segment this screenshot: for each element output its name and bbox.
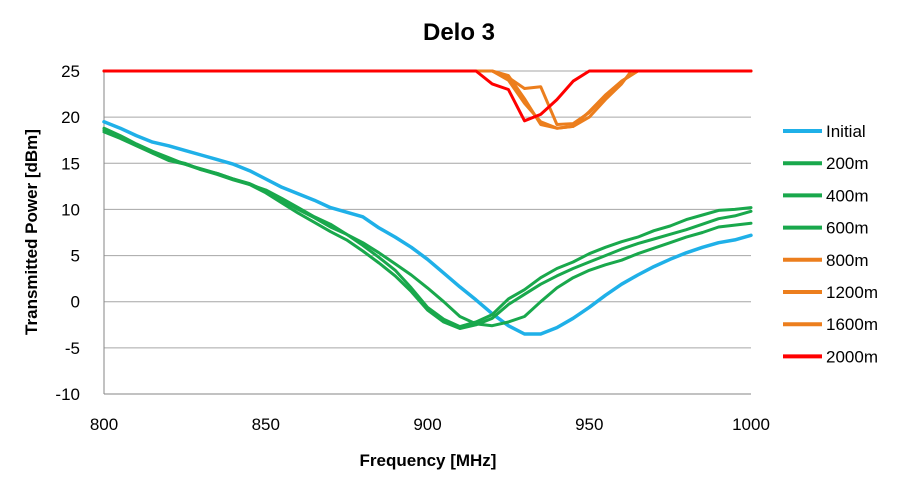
y-tick-label: 15 [61,154,80,173]
x-axis-ticks: 800 850 900 950 1000 [90,415,770,434]
x-tick-label: 1000 [732,415,770,434]
y-tick-label: 20 [61,108,80,127]
y-axis-title: Transmitted Power [dBm] [22,129,41,335]
grid [103,70,751,395]
legend-label: 200m [826,154,869,173]
series-line-2000m [102,69,753,123]
x-tick-label: 850 [252,415,280,434]
y-tick-label: 10 [61,200,80,219]
legend-label: 1200m [826,283,878,302]
series-line-1600m [102,69,753,130]
plot-area [102,69,753,336]
x-tick-label: 900 [413,415,441,434]
legend-label: Initial [826,122,866,141]
y-tick-label: -10 [55,385,80,404]
legend-label: 2000m [826,347,878,366]
y-tick-label: 0 [71,293,80,312]
series-line-600m [102,126,753,329]
y-tick-label: 25 [61,62,80,81]
series-line-initial [102,120,753,336]
legend-label: 400m [826,186,869,205]
y-tick-label: 5 [71,247,80,266]
legend-label: 1600m [826,315,878,334]
series-line-200m [102,128,753,328]
y-axis-ticks: 25 20 15 10 5 0 -5 -10 [55,62,80,404]
x-tick-label: 950 [575,415,603,434]
legend: Initial 200m 400m 600m 800m 1200m 1600m 2000m [783,122,878,366]
x-axis-title: Frequency [MHz] [360,451,497,470]
x-tick-label: 800 [90,415,118,434]
legend-label: 800m [826,251,869,270]
series-line-1200m [102,69,753,130]
series-line-800m [102,69,753,126]
legend-label: 600m [826,219,869,238]
chart-title: Delo 3 [423,19,495,46]
y-tick-label: -5 [65,339,80,358]
